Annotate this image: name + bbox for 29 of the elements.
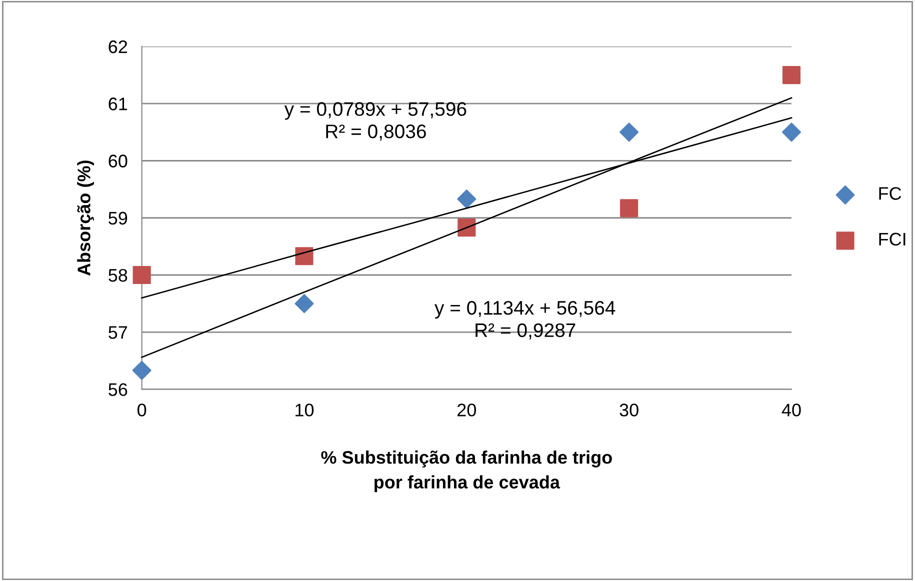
point — [132, 266, 151, 284]
point — [782, 66, 801, 84]
y-tick-label: 58 — [108, 268, 128, 282]
annotation: y = 0,0789x + 57,596 R² = 0,8036 — [284, 102, 466, 141]
point — [620, 122, 639, 142]
point — [457, 189, 476, 209]
annotation: y = 0,1134x + 56,564 R² = 0,9287 — [434, 300, 616, 340]
point — [295, 247, 314, 266]
y-tick-label: 56 — [108, 383, 128, 396]
x-tick-label: 20 — [458, 404, 476, 416]
x-axis-title: % Substituição da farinha de trigo por farinha de cevada — [321, 450, 612, 492]
point — [294, 294, 314, 314]
y-tick-label: 59 — [108, 212, 128, 225]
y-tick-label: 57 — [108, 326, 128, 339]
point — [132, 360, 152, 380]
line-series — [141, 97, 792, 358]
point — [620, 199, 638, 218]
y-axis-title: Absorção (%) — [77, 160, 94, 276]
x-tick-label: 40 — [782, 404, 801, 416]
x-tick-label: 30 — [620, 404, 638, 416]
point — [458, 218, 476, 237]
y-tick-label: 60 — [108, 154, 128, 168]
x-tick-label: 10 — [296, 404, 314, 416]
y-tick-label: 62 — [108, 40, 128, 54]
point — [782, 122, 802, 142]
legend-label: FC — [879, 187, 902, 200]
x-tick-label: 0 — [138, 404, 146, 416]
y-tick-label: 61 — [108, 98, 128, 110]
legend-label: FCI — [879, 232, 906, 246]
